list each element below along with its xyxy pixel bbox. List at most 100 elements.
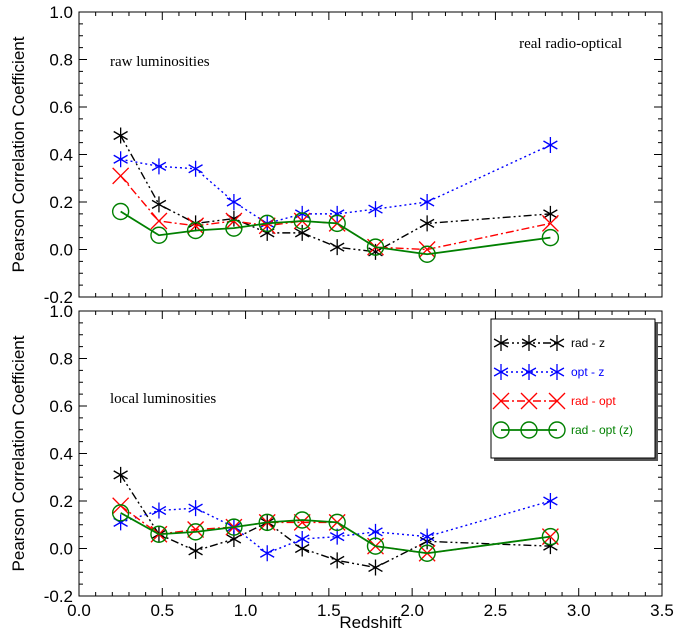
legend: rad - z opt - z rad - opt rad - opt (z) bbox=[490, 318, 658, 461]
data-point bbox=[294, 531, 310, 547]
x-tick-label: 0.0 bbox=[67, 601, 91, 620]
annotation: raw luminosities bbox=[110, 54, 210, 70]
y-tick-label: 0.4 bbox=[49, 445, 73, 464]
y-tick-label: 0.2 bbox=[49, 492, 73, 511]
data-point bbox=[294, 224, 310, 241]
data-point bbox=[293, 511, 311, 529]
data-point bbox=[111, 202, 130, 221]
data-point bbox=[418, 544, 436, 562]
legend-marker bbox=[493, 335, 509, 351]
data-point bbox=[329, 239, 345, 256]
y-tick-label: 0.6 bbox=[49, 98, 73, 117]
legend-marker bbox=[520, 421, 538, 439]
x-tick-label: 2.5 bbox=[484, 601, 508, 620]
data-point bbox=[329, 528, 345, 545]
x-tick-label: 1.5 bbox=[317, 601, 341, 620]
data-point bbox=[186, 221, 205, 240]
legend-label: opt - z bbox=[571, 365, 604, 379]
data-point bbox=[188, 500, 203, 517]
data-point bbox=[226, 194, 242, 210]
data-point bbox=[329, 205, 345, 222]
series-line-0 bbox=[120, 474, 551, 569]
series-line-2 bbox=[120, 175, 551, 251]
data-point bbox=[151, 158, 167, 175]
y-tick-label: -0.2 bbox=[44, 587, 73, 606]
series-group bbox=[111, 466, 560, 576]
x-axis-title: Redshift bbox=[339, 613, 402, 632]
data-point bbox=[543, 137, 558, 153]
legend-marker bbox=[521, 335, 537, 351]
y-tick-label: 0.2 bbox=[49, 193, 73, 212]
series-line-2 bbox=[120, 505, 551, 554]
x-tick-label: 0.5 bbox=[150, 601, 174, 620]
data-point bbox=[112, 497, 130, 515]
data-point bbox=[541, 527, 560, 546]
data-point bbox=[328, 214, 346, 233]
legend-box bbox=[490, 318, 656, 459]
data-point bbox=[258, 217, 276, 235]
annotation: real radio-optical bbox=[519, 36, 622, 52]
x-tick-label: 2.0 bbox=[400, 601, 424, 620]
data-point bbox=[151, 502, 167, 519]
legend-marker bbox=[521, 364, 537, 380]
data-point bbox=[113, 514, 128, 531]
data-point bbox=[419, 194, 435, 210]
legend-marker bbox=[492, 392, 510, 410]
series-line-1 bbox=[120, 500, 551, 555]
data-point bbox=[113, 127, 128, 144]
legend-marker bbox=[492, 421, 510, 439]
data-point bbox=[258, 214, 276, 233]
x-tick-label: 3.5 bbox=[650, 601, 674, 620]
data-point bbox=[150, 226, 168, 244]
data-point bbox=[366, 537, 385, 555]
data-point bbox=[225, 518, 243, 536]
y-tick-label: 0.8 bbox=[49, 350, 73, 369]
data-point bbox=[328, 513, 346, 532]
legend-label: rad - opt bbox=[571, 394, 616, 408]
data-point bbox=[112, 167, 130, 185]
annotation: local luminosities bbox=[110, 391, 216, 407]
series-line-3 bbox=[120, 512, 551, 555]
legend-marker bbox=[549, 335, 565, 351]
data-point bbox=[543, 205, 558, 222]
legend-marker bbox=[549, 364, 565, 380]
y-tick-label: 1.0 bbox=[49, 3, 73, 22]
legend-marker bbox=[520, 392, 538, 410]
data-point bbox=[225, 219, 243, 237]
data-point bbox=[151, 196, 167, 213]
data-point bbox=[419, 528, 435, 545]
y-tick-label: -0.2 bbox=[44, 288, 73, 307]
legend-marker bbox=[548, 392, 566, 410]
data-point bbox=[541, 214, 559, 232]
data-point bbox=[419, 215, 435, 232]
y-tick-label: 0.6 bbox=[49, 397, 73, 416]
data-point bbox=[543, 493, 558, 509]
data-point bbox=[368, 523, 383, 540]
y-tick-label: 0.8 bbox=[49, 51, 73, 70]
data-point bbox=[187, 521, 205, 538]
data-point bbox=[368, 201, 383, 218]
y-tick-label: 0.4 bbox=[49, 146, 73, 165]
data-point bbox=[111, 504, 130, 522]
y-tick-label: 0.0 bbox=[49, 540, 73, 559]
data-point bbox=[541, 228, 560, 247]
series-line-3 bbox=[120, 210, 551, 256]
data-point bbox=[259, 545, 275, 562]
data-point bbox=[368, 559, 383, 576]
data-point bbox=[293, 513, 311, 531]
data-point bbox=[150, 525, 168, 543]
y-axis-title: Pearson Correlation Coefficient bbox=[9, 335, 28, 571]
data-point bbox=[188, 542, 203, 559]
legend-label: rad - opt (z) bbox=[571, 423, 633, 437]
data-point bbox=[329, 552, 345, 569]
data-point bbox=[186, 523, 205, 541]
data-point bbox=[418, 245, 436, 263]
legend-label: rad - z bbox=[571, 336, 605, 350]
data-point bbox=[366, 238, 385, 256]
y-axis-title: Pearson Correlation Coefficient bbox=[9, 36, 28, 272]
data-point bbox=[258, 513, 276, 532]
data-point bbox=[188, 160, 203, 177]
series-group bbox=[111, 127, 560, 263]
x-tick-label: 1.0 bbox=[234, 601, 258, 620]
